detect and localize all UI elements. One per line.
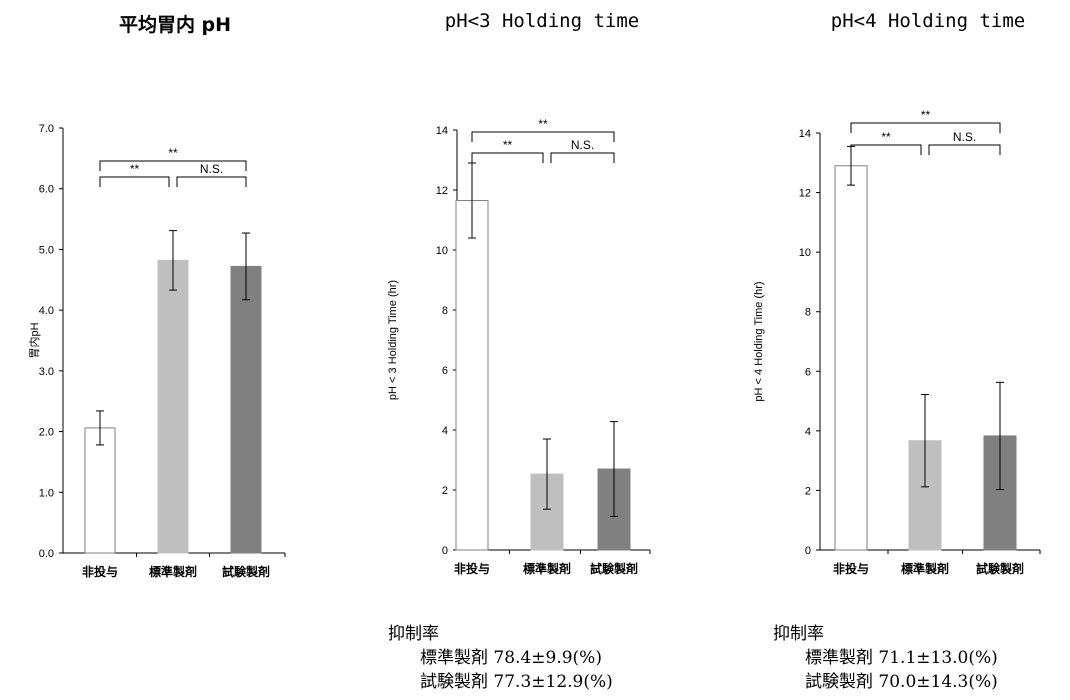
significance-label: **: [503, 138, 513, 152]
y-tick-label: 6: [805, 366, 811, 378]
y-axis-label: 胃内pH: [27, 322, 41, 358]
y-tick-label: 8: [805, 307, 811, 319]
y-tick-label: 2.0: [39, 427, 54, 439]
chart-ph4: 0 2 4 6 8 10 12 14 pH < 4 Holding Time (hr) 非投与 標準…: [753, 108, 1041, 576]
significance-label: **: [881, 130, 891, 144]
category-label: 非投与: [82, 564, 118, 579]
y-tick-label: 8: [442, 305, 448, 317]
significance-label: **: [168, 146, 178, 160]
significance-bracket: [850, 144, 922, 155]
category-label: 標準製剤: [523, 561, 571, 576]
bar: [455, 200, 489, 551]
bar: [834, 165, 868, 551]
y-tick-label: 6: [442, 365, 448, 377]
bar: [157, 259, 189, 554]
rate-standard: 標準製剤 71.1±13.0(%): [805, 648, 998, 668]
y-tick-label: 10: [436, 245, 448, 257]
y-axis-label: pH < 4 Holding Time (hr): [753, 281, 765, 401]
rate-test: 試験製剤 70.0±14.3(%): [805, 672, 998, 692]
y-axis-label: pH < 3 Holding Time (hr): [387, 280, 399, 400]
y-tick-label: 2: [442, 485, 448, 497]
significance-label: N.S.: [953, 130, 976, 144]
category-label: 非投与: [454, 561, 490, 576]
y-tick-label: 2: [805, 485, 811, 497]
significance-bracket: [850, 122, 1001, 133]
y-tick-label: 3.0: [39, 366, 54, 378]
category-label: 試験製剤: [222, 564, 270, 579]
significance-bracket: [99, 176, 170, 187]
inhibition-rate-ph4: 抑制率 標準製剤 71.1±13.0(%) 試験製剤 70.0±14.3(%): [773, 622, 998, 694]
significance-bracket: [99, 160, 247, 171]
y-tick-label: 0.0: [39, 548, 54, 560]
chart-title-ph4: pH<4 Holding time: [830, 10, 1026, 32]
y-tick-label: 14: [799, 128, 811, 140]
significance-label: N.S.: [200, 162, 223, 176]
y-tick-label: 0: [442, 545, 448, 557]
category-label: 標準製剤: [901, 561, 949, 576]
chart-ph: 0.0 1.0 2.0 3.0 4.0 5.0 6.0 7.0 胃内pH 非投与 標準製剤 試験製剤 *…: [27, 123, 286, 579]
significance-bracket: [471, 131, 615, 142]
y-tick-label: 7.0: [39, 123, 54, 135]
y-tick-label: 10: [799, 247, 811, 259]
significance-bracket: [176, 176, 247, 187]
significance-bracket: [471, 152, 544, 163]
significance-label: **: [538, 117, 548, 131]
significance-label: **: [921, 108, 931, 122]
significance-label: **: [130, 162, 140, 176]
y-tick-label: 5.0: [39, 244, 54, 256]
rate-standard: 標準製剤 78.4±9.9(%): [420, 648, 602, 668]
significance-bracket: [928, 144, 1001, 155]
chart-ph3: 0 2 4 6 8 10 12 14 pH < 3 Holding Time (hr) 非投与 標準…: [387, 117, 651, 576]
y-tick-label: 4.0: [39, 305, 54, 317]
y-tick-label: 4: [805, 426, 811, 438]
y-tick-label: 1.0: [39, 487, 54, 499]
significance-label: N.S.: [571, 138, 594, 152]
y-tick-label: 4: [442, 425, 448, 437]
rate-test: 試験製剤 77.3±12.9(%): [420, 672, 613, 692]
category-label: 非投与: [833, 561, 869, 576]
rate-heading: 抑制率: [388, 624, 439, 644]
category-label: 試験製剤: [976, 561, 1024, 576]
bar: [230, 265, 262, 554]
y-tick-label: 12: [799, 188, 811, 200]
y-tick-label: 0: [805, 545, 811, 557]
bar: [84, 427, 116, 554]
category-label: 試験製剤: [590, 561, 638, 576]
significance-bracket: [550, 152, 615, 163]
y-tick-label: 12: [436, 185, 448, 197]
rate-heading: 抑制率: [773, 624, 824, 644]
chart-title-ph3: pH<3 Holding time: [444, 10, 640, 32]
category-label: 標準製剤: [149, 564, 197, 579]
y-tick-label: 6.0: [39, 184, 54, 196]
y-tick-label: 14: [436, 125, 448, 137]
inhibition-rate-ph3: 抑制率 標準製剤 78.4±9.9(%) 試験製剤 77.3±12.9(%): [388, 622, 613, 694]
chart-title-ph: 平均胃内 pH: [118, 14, 232, 36]
